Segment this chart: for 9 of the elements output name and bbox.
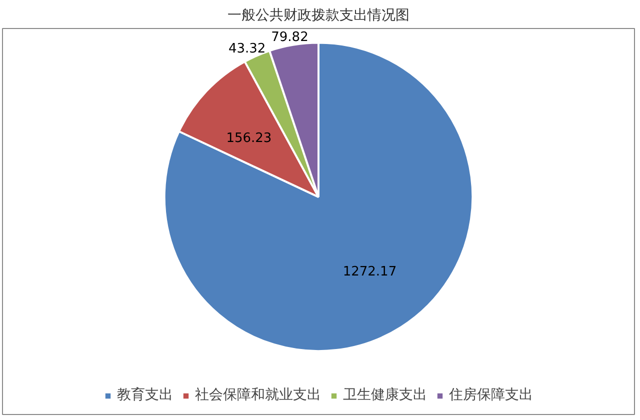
data-label: 79.82 (271, 30, 308, 46)
chart-title: 一般公共财政拨款支出情况图 (228, 8, 410, 24)
data-label: 43.32 (228, 42, 266, 57)
data-label: 1272.17 (342, 264, 397, 280)
legend-label: 社会保障和就业支出 (195, 386, 321, 404)
legend-label: 住房保障支出 (449, 386, 533, 404)
legend-label: 卫生健康支出 (343, 386, 427, 404)
data-label: 156.23 (226, 131, 272, 146)
legend-label: 教育支出 (117, 386, 173, 404)
